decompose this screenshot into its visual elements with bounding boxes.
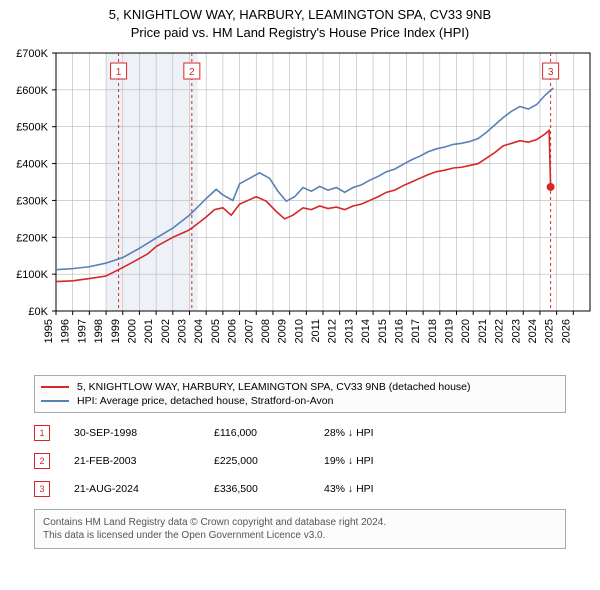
legend-label: 5, KNIGHTLOW WAY, HARBURY, LEAMINGTON SP… (77, 381, 471, 393)
marker-date: 21-FEB-2003 (74, 455, 214, 467)
svg-text:£0K: £0K (28, 306, 48, 318)
svg-text:2001: 2001 (143, 319, 155, 343)
svg-text:2021: 2021 (477, 319, 489, 343)
svg-text:2009: 2009 (277, 319, 289, 343)
marker-change: 43% ↓ HPI (324, 483, 566, 495)
figure-container: 5, KNIGHTLOW WAY, HARBURY, LEAMINGTON SP… (0, 0, 600, 549)
svg-text:2023: 2023 (510, 319, 522, 343)
marker-badge: 3 (34, 481, 50, 497)
footer: Contains HM Land Registry data © Crown c… (34, 509, 566, 549)
legend-item: 5, KNIGHTLOW WAY, HARBURY, LEAMINGTON SP… (41, 380, 559, 394)
marker-price: £336,500 (214, 483, 324, 495)
svg-text:2026: 2026 (560, 319, 572, 343)
svg-text:2000: 2000 (126, 319, 138, 343)
svg-text:2013: 2013 (343, 319, 355, 343)
title-block: 5, KNIGHTLOW WAY, HARBURY, LEAMINGTON SP… (0, 0, 600, 41)
title-line-2: Price paid vs. HM Land Registry's House … (0, 24, 600, 42)
svg-text:2022: 2022 (494, 319, 506, 343)
svg-text:2006: 2006 (227, 319, 239, 343)
marker-date: 21-AUG-2024 (74, 483, 214, 495)
svg-text:2: 2 (189, 67, 195, 78)
marker-change: 28% ↓ HPI (324, 427, 566, 439)
svg-text:2007: 2007 (243, 319, 255, 343)
legend-item: HPI: Average price, detached house, Stra… (41, 394, 559, 408)
svg-text:£200K: £200K (16, 232, 48, 244)
svg-text:£400K: £400K (16, 159, 48, 171)
marker-table: 1 30-SEP-1998 £116,000 28% ↓ HPI 2 21-FE… (34, 419, 566, 503)
marker-row: 2 21-FEB-2003 £225,000 19% ↓ HPI (34, 447, 566, 475)
svg-text:2002: 2002 (160, 319, 172, 343)
svg-text:1999: 1999 (110, 319, 122, 343)
svg-text:1998: 1998 (93, 319, 105, 343)
svg-text:2016: 2016 (393, 319, 405, 343)
svg-text:£700K: £700K (16, 48, 48, 60)
svg-text:2008: 2008 (260, 319, 272, 343)
svg-text:2014: 2014 (360, 319, 372, 343)
svg-text:£600K: £600K (16, 85, 48, 97)
svg-text:2003: 2003 (177, 319, 189, 343)
svg-text:1: 1 (116, 67, 122, 78)
marker-date: 30-SEP-1998 (74, 427, 214, 439)
svg-text:1996: 1996 (60, 319, 72, 343)
svg-text:2005: 2005 (210, 319, 222, 343)
svg-text:2025: 2025 (544, 319, 556, 343)
svg-text:2020: 2020 (460, 319, 472, 343)
legend-swatch (41, 386, 69, 388)
marker-row: 3 21-AUG-2024 £336,500 43% ↓ HPI (34, 475, 566, 503)
legend-swatch (41, 400, 69, 402)
svg-text:2010: 2010 (293, 319, 305, 343)
legend: 5, KNIGHTLOW WAY, HARBURY, LEAMINGTON SP… (34, 375, 566, 413)
svg-text:2015: 2015 (377, 319, 389, 343)
footer-line-2: This data is licensed under the Open Gov… (43, 529, 557, 542)
marker-change: 19% ↓ HPI (324, 455, 566, 467)
marker-badge: 2 (34, 453, 50, 469)
marker-row: 1 30-SEP-1998 £116,000 28% ↓ HPI (34, 419, 566, 447)
svg-text:1997: 1997 (76, 319, 88, 343)
svg-text:£100K: £100K (16, 269, 48, 281)
marker-price: £116,000 (214, 427, 324, 439)
marker-price: £225,000 (214, 455, 324, 467)
chart: £0K £100K £200K £300K £400K £500K £600K £700K 19… (0, 41, 600, 371)
marker-badge: 1 (34, 425, 50, 441)
svg-text:£500K: £500K (16, 122, 48, 134)
svg-text:2024: 2024 (527, 319, 539, 343)
svg-text:2018: 2018 (427, 319, 439, 343)
svg-text:2017: 2017 (410, 319, 422, 343)
title-line-1: 5, KNIGHTLOW WAY, HARBURY, LEAMINGTON SP… (0, 6, 600, 24)
legend-label: HPI: Average price, detached house, Stra… (77, 395, 333, 407)
svg-text:2011: 2011 (310, 319, 322, 343)
svg-text:£300K: £300K (16, 196, 48, 208)
svg-text:2004: 2004 (193, 319, 205, 343)
svg-text:2012: 2012 (327, 319, 339, 343)
chart-svg: £0K £100K £200K £300K £400K £500K £600K £700K 19… (0, 41, 600, 371)
footer-line-1: Contains HM Land Registry data © Crown c… (43, 516, 557, 529)
svg-text:1995: 1995 (43, 319, 55, 343)
svg-text:3: 3 (548, 67, 554, 78)
svg-text:2019: 2019 (444, 319, 456, 343)
